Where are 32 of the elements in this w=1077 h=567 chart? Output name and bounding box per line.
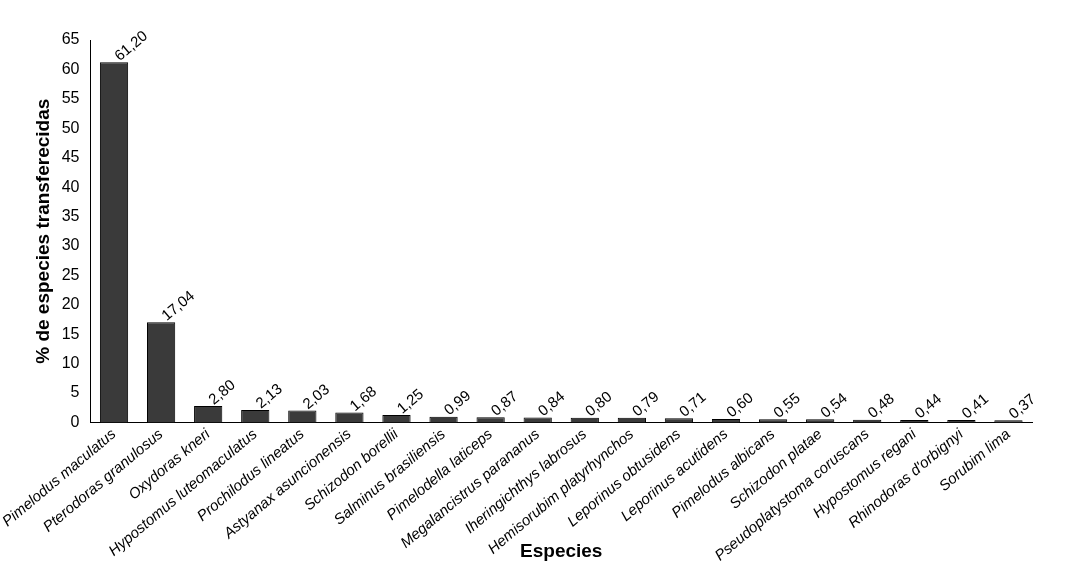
y-tick-label: 35 [61, 206, 80, 224]
y-tick-label: 30 [61, 236, 80, 254]
y-tick-label: 20 [61, 295, 80, 313]
y-tick-label: 0 [70, 412, 80, 430]
data-label: 0,55 [769, 388, 804, 421]
y-tick-label: 45 [61, 148, 80, 166]
y-tick-label: 15 [61, 324, 80, 342]
y-axis-title: % de especies transferecidas [31, 98, 53, 364]
y-tick-label: 10 [61, 354, 80, 372]
data-label: 0,71 [675, 387, 709, 420]
data-label: 0,54 [816, 388, 851, 421]
data-label: 0,80 [581, 387, 615, 420]
y-tick-label: 50 [61, 118, 80, 136]
data-label: 0,79 [628, 387, 662, 420]
data-label: 1,68 [346, 382, 380, 415]
y-tick-label: 40 [61, 177, 80, 195]
data-label: 0,99 [440, 386, 474, 419]
y-tick-label: 25 [61, 265, 80, 283]
y-tick-label: 55 [61, 89, 80, 107]
data-label: 0,44 [910, 389, 945, 422]
data-label: 0,41 [958, 389, 992, 422]
data-label: 2,13 [251, 379, 286, 412]
data-label: 0,84 [534, 387, 568, 419]
data-label: 2,80 [204, 375, 239, 408]
data-label: 0,87 [487, 387, 521, 419]
data-label: 0,37 [1005, 389, 1039, 422]
y-tick-label: 5 [70, 383, 80, 401]
data-label: 0,60 [722, 388, 756, 421]
data-label: 0,48 [863, 389, 898, 422]
y-tick-label: 65 [61, 30, 80, 48]
y-tick-label: 60 [61, 59, 80, 77]
data-label: 2,03 [298, 380, 333, 412]
